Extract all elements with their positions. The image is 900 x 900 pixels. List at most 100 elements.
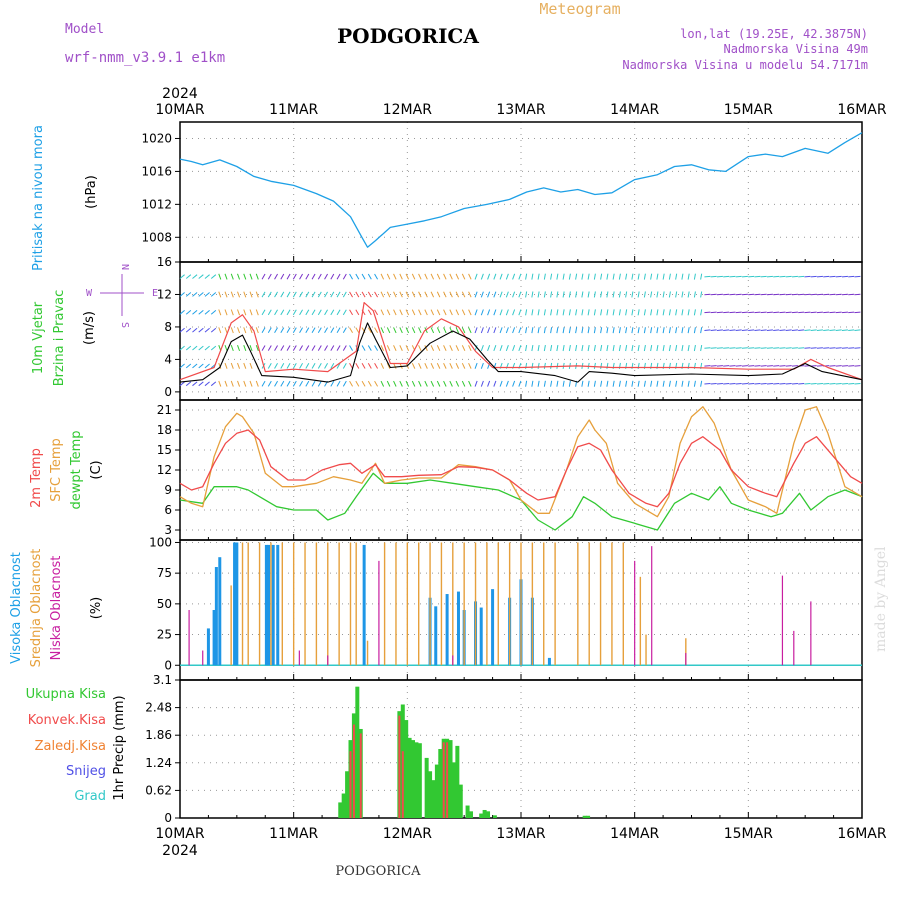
wind-arrow (443, 362, 447, 369)
wind-arrow (505, 345, 509, 352)
wind-arrow (274, 363, 278, 369)
wind-arrow (631, 309, 634, 316)
wind-arrow (493, 345, 497, 352)
wind-arrow (386, 273, 391, 280)
wind-unit: (m/s) (82, 311, 97, 345)
wind-arrow (249, 380, 253, 387)
wind-arrow (512, 273, 516, 280)
wind-arrow (704, 275, 711, 278)
wind-arrow (185, 381, 192, 387)
date-label-bottom: 12MAR (383, 826, 432, 842)
precip-total-bar (424, 757, 429, 818)
station-title: PODGORICA (337, 24, 479, 48)
wind-arrow (330, 345, 335, 351)
wind-arrow (430, 273, 435, 280)
cloud-low-bar (781, 575, 784, 666)
wind-arrow (274, 345, 278, 351)
wind-arrow (854, 311, 861, 314)
wind-arrow (675, 309, 678, 316)
wind-arrow (829, 275, 836, 278)
wind-arrow (723, 311, 730, 314)
wind-arrow (267, 291, 272, 298)
wind-arrow (280, 345, 285, 351)
wind-arrow (292, 291, 297, 298)
date-label-bottom: 13MAR (496, 826, 545, 842)
wind-arrow (668, 273, 671, 280)
wind-arrow (550, 345, 553, 352)
wind-arrow (785, 347, 792, 349)
date-label-top: 11MAR (269, 102, 318, 118)
wind-arrow (810, 329, 817, 331)
wind-arrow (374, 309, 379, 316)
wind-arrow (710, 347, 717, 349)
wind-arrow (587, 345, 590, 352)
wind-arrow (675, 273, 678, 280)
wind-arrow (204, 381, 210, 387)
wind-arrow (816, 293, 823, 296)
wind-arrow (399, 291, 403, 298)
wind-arrow (505, 291, 509, 298)
wind-arrow (311, 273, 316, 280)
cloud-high-bar (434, 606, 438, 666)
wind-arrow (562, 291, 565, 298)
wind-arrow (791, 383, 798, 385)
wind-arrow (587, 327, 590, 334)
wind-arrow (531, 309, 534, 316)
wind-arrow (741, 365, 748, 367)
wind-arrow (493, 309, 497, 316)
wind-arrow (754, 275, 761, 278)
cloud-unit: (%) (89, 597, 104, 620)
wind-arrow (274, 327, 278, 334)
wind-arrow (204, 310, 210, 315)
wind-arrow (243, 291, 247, 298)
wind-arrow (593, 380, 596, 387)
wind-arrow (299, 309, 303, 316)
temp-ytick-label: 9 (164, 483, 172, 497)
wind-arrow (848, 365, 855, 367)
cloud-low-bar (634, 560, 636, 666)
cloud-mid-bar (543, 542, 545, 666)
wind-arrow (779, 329, 786, 331)
precip-total-bar (431, 780, 436, 818)
cloud-high-bar (233, 542, 237, 666)
cloud-mid-bar (366, 640, 369, 666)
wind-arrow (461, 291, 466, 298)
wind-arrow (185, 327, 192, 333)
wind-arrow (299, 345, 303, 351)
wind-arrow (816, 383, 823, 385)
wind-arrow (723, 365, 730, 367)
wind-arrow (766, 329, 773, 331)
wind-arrow (835, 293, 842, 296)
wind-arrow (748, 329, 755, 331)
wind-arrow (848, 329, 855, 331)
wind-arrow (418, 327, 422, 334)
pressure-panel: 1020 1016 1012 1008 (141, 121, 863, 263)
date-label-top: 10MAR (155, 102, 204, 118)
wind-arrow (754, 347, 761, 349)
wind-arrow (766, 383, 773, 385)
wind-arrow (716, 311, 723, 314)
wind-arrow (841, 329, 848, 331)
wind-arrow (405, 380, 410, 387)
precip-ytick-label: 2.48 (145, 701, 172, 715)
wind-arrow (230, 273, 234, 280)
wind-arrow (773, 383, 780, 385)
wind-arrow (179, 310, 185, 315)
wind-arrow (735, 329, 742, 331)
wind-arrow (411, 273, 416, 280)
wind-arrow (537, 345, 540, 352)
wind-arrow (631, 345, 634, 352)
wind-arrow (854, 365, 861, 367)
wind-arrow (798, 347, 805, 349)
precip-ytick-label: 0.62 (145, 783, 172, 797)
wind-arrow (656, 291, 659, 298)
wind-arrow (575, 327, 578, 334)
wind-arrow (848, 311, 855, 314)
compass-east: E (152, 288, 158, 299)
wind-arrow (779, 347, 786, 349)
wind-arrow (525, 309, 528, 316)
wind-arrow (575, 309, 578, 316)
wind-arrow (292, 273, 297, 280)
wind-arrow (255, 380, 259, 387)
